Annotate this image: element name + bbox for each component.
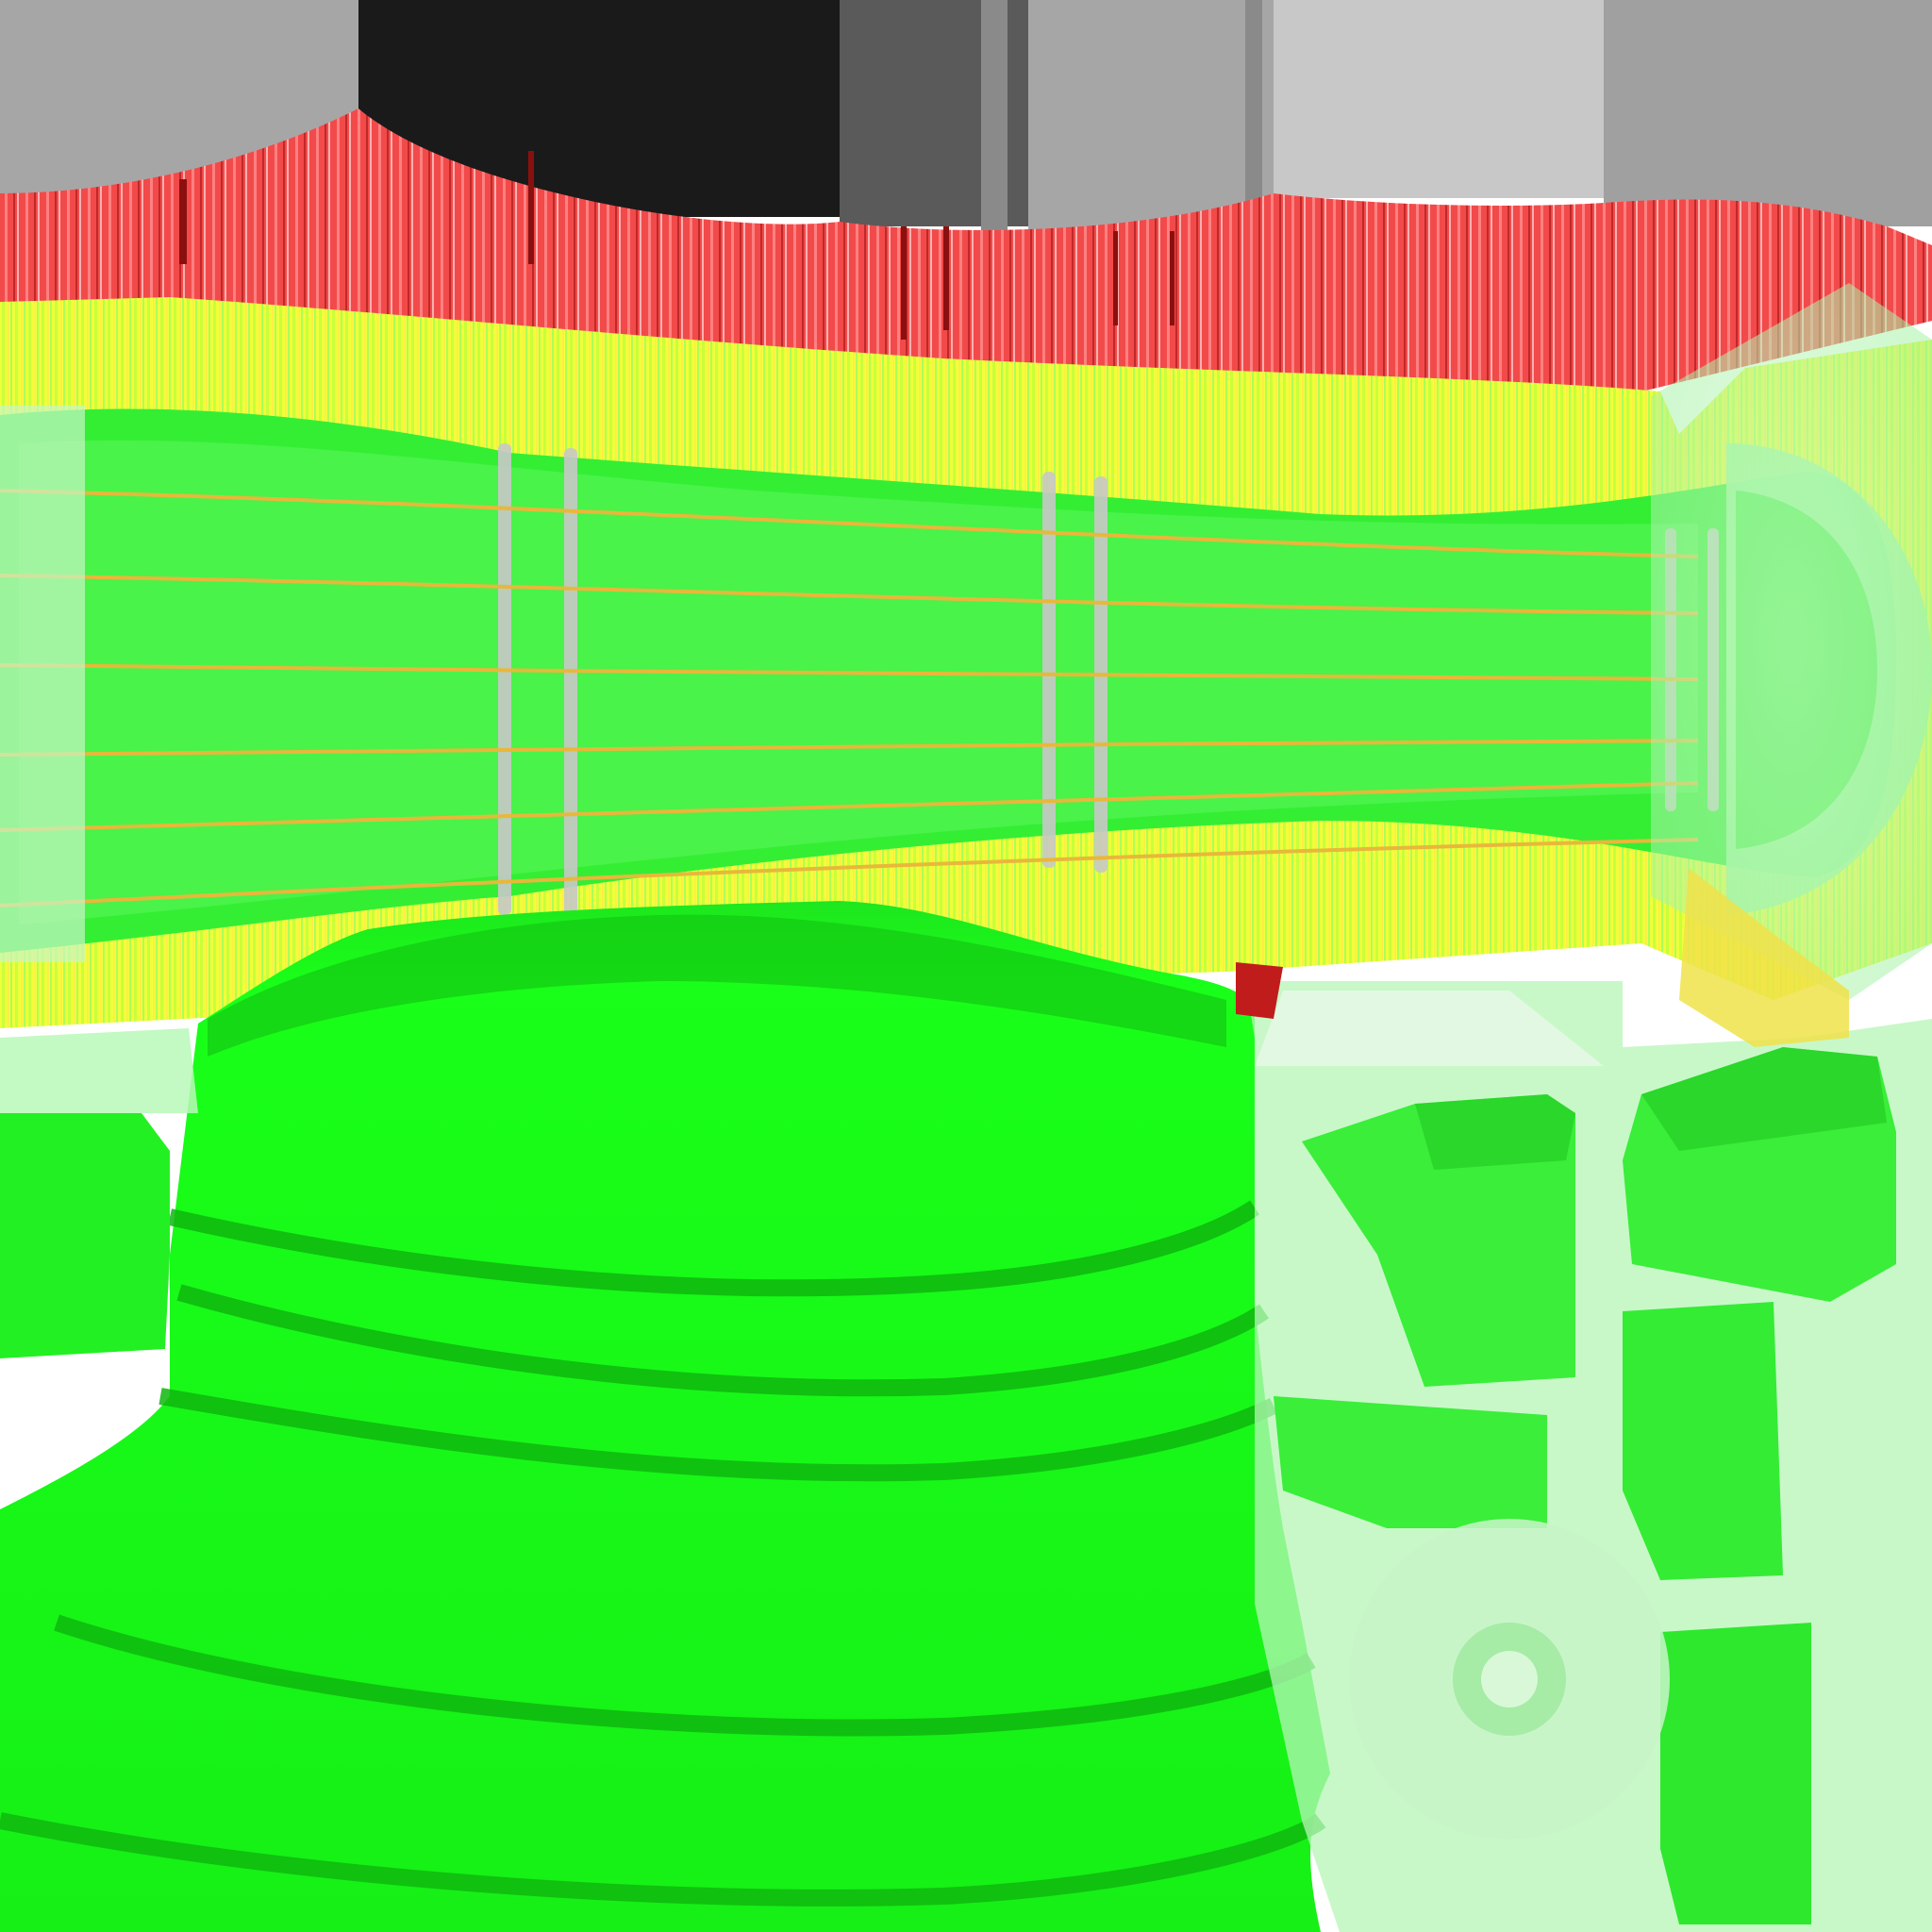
bell-ridges	[0, 1200, 1326, 1907]
left-green-block	[0, 1028, 198, 1358]
right-pale-facet	[1651, 283, 1932, 1000]
handle-green-highlight	[19, 440, 1698, 924]
red-band-dark-streaks	[179, 151, 1174, 340]
bell-top-shadow	[208, 914, 1226, 1057]
top-gray-strip	[0, 0, 1932, 236]
handle-strings	[0, 489, 1699, 908]
handle-left-fade	[0, 406, 85, 962]
right-pieces	[1236, 868, 1932, 1932]
bell-body	[0, 901, 1330, 1932]
